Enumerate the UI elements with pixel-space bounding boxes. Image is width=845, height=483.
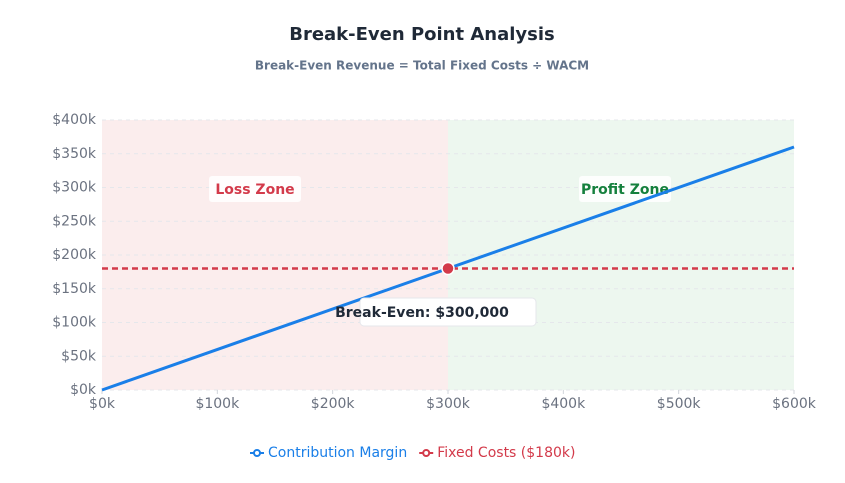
- y-tick-label: $100k: [52, 315, 97, 331]
- legend-label: Contribution Margin: [268, 445, 407, 461]
- y-tick-label: $300k: [52, 180, 97, 196]
- x-tick-label: $100k: [195, 396, 240, 412]
- y-tick-label: $200k: [52, 247, 97, 263]
- x-tick-label: $200k: [311, 396, 356, 412]
- chart-title: Break-Even Point Analysis: [289, 24, 555, 45]
- chart-subtitle: Break-Even Revenue = Total Fixed Costs ÷…: [255, 59, 589, 73]
- legend-label: Fixed Costs ($180k): [437, 445, 575, 461]
- break-even-label: Break-Even: $300,000: [335, 305, 509, 321]
- y-tick-label: $0k: [70, 382, 97, 398]
- y-tick-label: $350k: [52, 146, 97, 162]
- y-tick-label: $400k: [52, 112, 97, 128]
- zone-label: Loss Zone: [215, 182, 294, 198]
- y-tick-label: $250k: [52, 213, 97, 229]
- x-tick-label: $500k: [657, 396, 702, 412]
- zone-label-bg: [209, 176, 301, 202]
- break-even-point: [441, 261, 455, 276]
- zone-label: Profit Zone: [581, 182, 669, 198]
- y-tick-label: $150k: [52, 281, 97, 297]
- x-tick-label: $300k: [426, 396, 471, 412]
- x-tick-label: $0k: [89, 396, 116, 412]
- y-tick-label: $50k: [61, 348, 97, 364]
- legend-marker: [253, 449, 261, 457]
- break-even-label-bg: [359, 297, 537, 327]
- zone-label-bg: [579, 176, 671, 202]
- x-tick-label: $600k: [772, 396, 817, 412]
- x-tick-label: $400k: [541, 396, 586, 412]
- legend-marker: [422, 449, 431, 457]
